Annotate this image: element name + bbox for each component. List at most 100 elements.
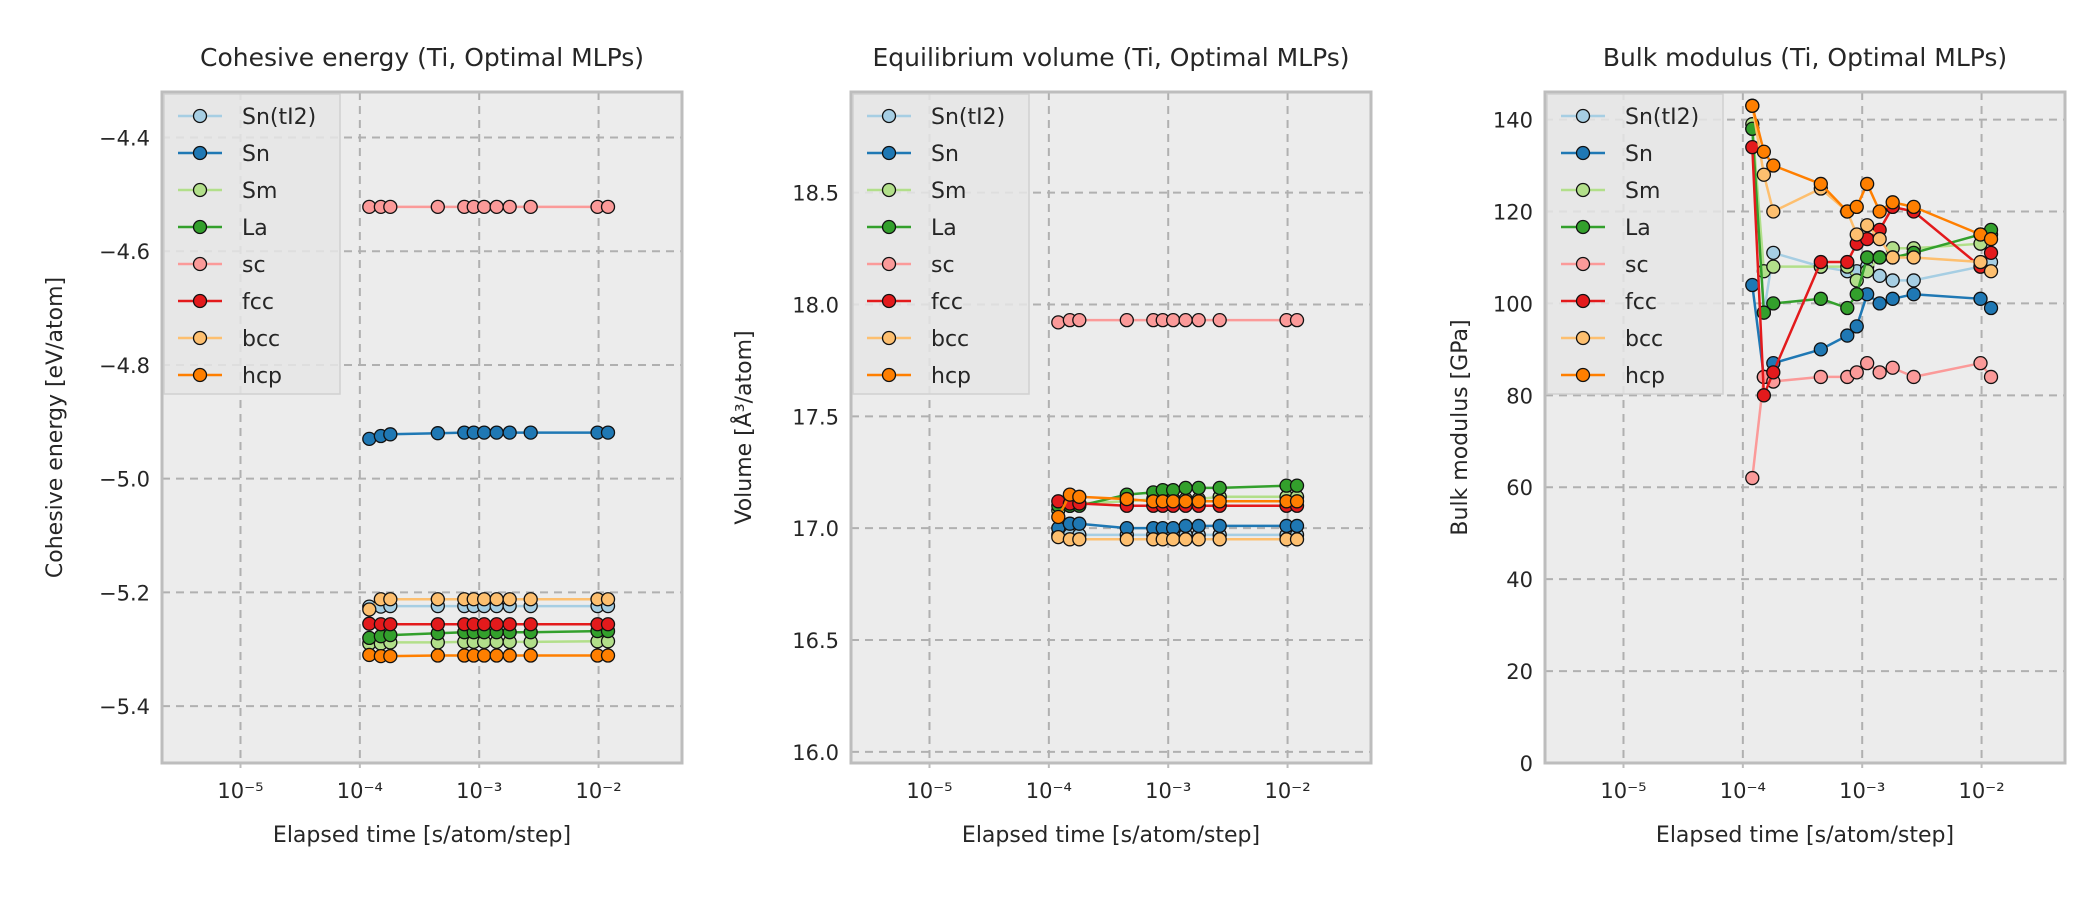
data-point-sc: [1745, 470, 1760, 486]
data-point-Sn: [1983, 300, 1999, 316]
legend-marker-Sn(tI2): [1575, 108, 1591, 124]
legend-label-La: La: [931, 216, 957, 241]
legend-label-La: La: [1625, 216, 1651, 241]
legend-marker-Sn: [1575, 145, 1591, 161]
y-tick-label: 18.0: [792, 293, 839, 317]
y-tick-label: 0: [1520, 752, 1533, 776]
data-point-sc: [383, 199, 398, 215]
legend-marker-Sn(tI2): [192, 108, 208, 124]
data-point-sc: [1973, 356, 1988, 371]
legend-marker-fcc: [1575, 293, 1591, 309]
data-point-sc: [1072, 312, 1087, 328]
y-tick-label: −4.6: [99, 240, 150, 264]
data-point-bcc: [600, 592, 616, 607]
chart-panel-2: 10⁻⁵ 10⁻⁴ 10⁻³ 10⁻² 16.0 16.5 17.0 17.5 18.0 18.5…: [730, 43, 1373, 848]
data-point-Sn: [1212, 518, 1227, 534]
data-point-Sn: [1289, 518, 1305, 534]
data-point-hcp: [1766, 158, 1781, 173]
data-point-fcc: [1756, 388, 1772, 403]
data-point-Sn: [1872, 296, 1887, 311]
data-point-bcc: [1849, 227, 1864, 242]
data-point-hcp: [477, 648, 492, 663]
data-point-hcp: [1166, 494, 1181, 509]
data-point-sc: [600, 199, 616, 215]
legend-marker-Sm: [1575, 182, 1591, 198]
x-tick-label: 10⁻⁵: [1600, 779, 1646, 803]
x-tick-label: 10⁻²: [1264, 779, 1310, 803]
x-axis-label: Elapsed time [s/atom/step]: [962, 823, 1260, 848]
legend-label-hcp: hcp: [242, 364, 282, 389]
data-point-bcc: [1766, 204, 1781, 219]
legend-marker-bcc: [192, 330, 208, 346]
data-point-Sn: [430, 426, 445, 441]
legend-label-fcc: fcc: [931, 290, 963, 315]
data-point-sc: [1178, 312, 1193, 328]
x-tick-label: 10⁻³: [1839, 779, 1885, 803]
data-point-La: [1849, 287, 1864, 302]
data-point-Sn: [1813, 342, 1828, 357]
data-point-bcc: [1178, 532, 1193, 547]
data-point-bcc: [430, 592, 445, 607]
data-point-Sn: [1885, 291, 1900, 306]
data-point-sc: [1813, 369, 1828, 385]
data-point-bcc: [1756, 167, 1772, 182]
legend-marker-fcc: [881, 293, 897, 309]
data-point-bcc: [477, 592, 492, 607]
legend-marker-sc: [1575, 256, 1591, 272]
legend-box: [163, 93, 341, 395]
data-point-fcc: [430, 617, 445, 632]
y-tick-label: 60: [1506, 476, 1533, 500]
legend-label-Sm: Sm: [242, 179, 277, 204]
y-axis-label: Bulk modulus [GPa]: [1448, 319, 1473, 535]
data-point-bcc: [1166, 532, 1181, 547]
x-tick-label: 10⁻³: [1145, 779, 1191, 803]
data-point-hcp: [502, 648, 517, 663]
data-point-bcc: [1973, 254, 1988, 270]
data-point-bcc: [1072, 532, 1087, 547]
data-point-sc: [502, 199, 517, 215]
data-point-fcc: [523, 617, 538, 632]
data-point-sc: [523, 199, 538, 215]
y-tick-label: −5.2: [99, 581, 150, 605]
data-point-bcc: [1872, 231, 1887, 247]
data-point-hcp: [1289, 494, 1305, 509]
legend-marker-La: [192, 219, 208, 235]
legend-label-Sn: Sn: [931, 142, 959, 167]
data-point-hcp: [1756, 144, 1772, 159]
legend-label-sc: sc: [242, 253, 266, 278]
data-point-Sn: [383, 427, 398, 442]
legend-marker-Sn: [881, 145, 897, 161]
legend-label-fcc: fcc: [1625, 290, 1657, 315]
y-tick-label: −5.0: [99, 468, 150, 492]
data-point-fcc: [383, 617, 398, 632]
data-point-Sn: [489, 425, 504, 440]
data-point-hcp: [1860, 176, 1875, 192]
data-point-Sn: [1906, 287, 1921, 302]
data-point-hcp: [383, 648, 398, 664]
data-point-hcp: [1983, 231, 1999, 247]
data-point-fcc: [489, 617, 504, 632]
data-point-hcp: [1906, 199, 1921, 215]
y-tick-label: −5.4: [99, 695, 150, 719]
legend-label-Sm: Sm: [1625, 179, 1660, 204]
data-point-La: [1840, 300, 1855, 316]
data-point-Sn: [1745, 277, 1760, 293]
data-point-fcc: [477, 617, 492, 632]
data-point-La: [1178, 480, 1193, 496]
legend-label-Sn(tI2): Sn(tI2): [1625, 105, 1699, 130]
y-tick-label: 40: [1506, 568, 1533, 592]
chart-title: Equilibrium volume (Ti, Optimal MLPs): [872, 43, 1349, 72]
data-point-La: [1860, 250, 1875, 265]
legend-label-hcp: hcp: [1625, 364, 1665, 389]
chart-title: Bulk modulus (Ti, Optimal MLPs): [1603, 43, 2007, 72]
legend-label-sc: sc: [931, 253, 955, 278]
legend-marker-sc: [192, 256, 208, 272]
data-point-bcc: [1212, 532, 1227, 547]
data-point-hcp: [489, 648, 504, 663]
data-point-hcp: [1051, 509, 1066, 525]
y-tick-label: 80: [1506, 384, 1533, 408]
data-point-sc: [477, 199, 492, 215]
legend: Sn(tI2) Sn Sm La sc fcc bcc hcp: [163, 93, 341, 395]
data-point-bcc: [1119, 532, 1134, 547]
